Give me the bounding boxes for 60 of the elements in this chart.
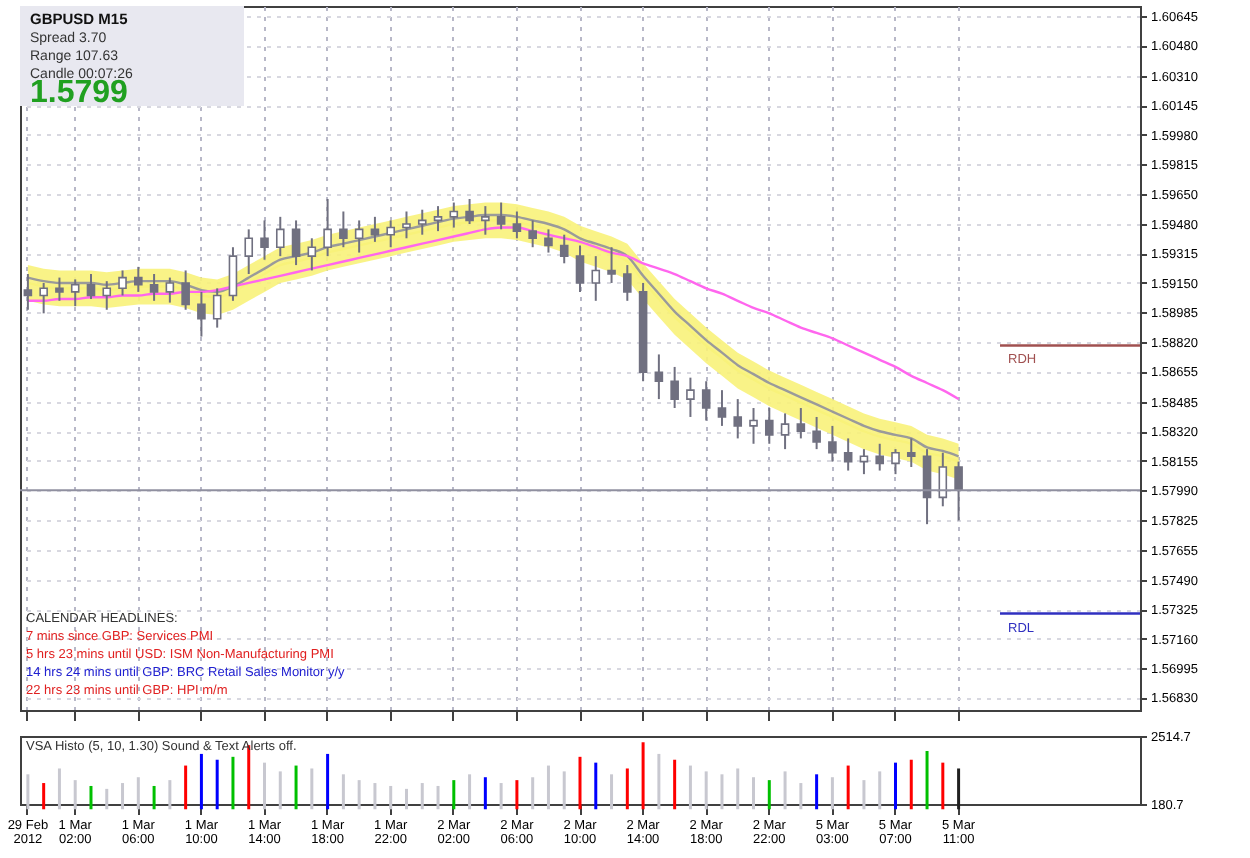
candlestick xyxy=(118,269,127,297)
candlestick xyxy=(607,246,616,284)
candlestick xyxy=(386,219,395,249)
candlestick xyxy=(212,287,222,329)
candlestick xyxy=(528,219,537,249)
candlestick xyxy=(307,237,317,272)
candlestick xyxy=(765,407,774,445)
candlestick xyxy=(796,407,806,440)
candlestick xyxy=(70,278,80,308)
candlestick xyxy=(39,281,48,315)
candlestick xyxy=(417,208,427,236)
candlestick xyxy=(591,255,601,302)
candlestick xyxy=(339,210,348,249)
annotation: 1.5799 xyxy=(30,76,129,110)
candlestick xyxy=(575,244,585,293)
candlestick xyxy=(717,389,727,427)
candlestick xyxy=(323,197,332,258)
candlestick xyxy=(828,424,837,463)
candlestick xyxy=(402,210,411,240)
candlestick xyxy=(954,460,963,522)
candlestick xyxy=(181,269,190,311)
candlestick xyxy=(197,290,206,338)
candlestick xyxy=(922,448,932,526)
candlestick xyxy=(875,442,885,472)
candlestick xyxy=(165,276,175,304)
line-series xyxy=(26,226,960,401)
candlestick xyxy=(512,210,522,240)
candlestick xyxy=(733,398,743,440)
candlestick xyxy=(812,415,821,451)
candlestick xyxy=(149,273,159,302)
candlestick xyxy=(701,380,711,422)
candlestick xyxy=(686,376,695,418)
candlestick xyxy=(86,273,96,301)
candlestick xyxy=(465,197,474,225)
candlestick xyxy=(23,273,33,311)
candlestick xyxy=(654,353,664,401)
candlestick xyxy=(433,205,443,233)
candlestick xyxy=(859,448,869,476)
candlestick xyxy=(670,365,679,410)
candlestick xyxy=(354,219,364,254)
candlestick xyxy=(891,448,900,476)
candlestick xyxy=(134,265,143,293)
candlestick xyxy=(843,437,853,472)
candlestick xyxy=(55,276,64,302)
candlestick xyxy=(370,215,380,243)
candlestick xyxy=(906,437,916,468)
candlestick xyxy=(544,228,553,254)
candlestick xyxy=(228,246,238,302)
candlestick xyxy=(260,219,269,261)
candlestick xyxy=(623,264,632,302)
candlestick xyxy=(780,412,790,451)
candlestick xyxy=(291,219,301,267)
candlestick xyxy=(481,205,490,236)
candlestick xyxy=(244,228,254,276)
candlestick xyxy=(749,407,758,445)
candlestick xyxy=(449,201,459,229)
candlestick xyxy=(275,215,285,258)
candlestick xyxy=(102,280,112,311)
candlestick xyxy=(559,233,569,265)
candlestick xyxy=(496,201,506,231)
